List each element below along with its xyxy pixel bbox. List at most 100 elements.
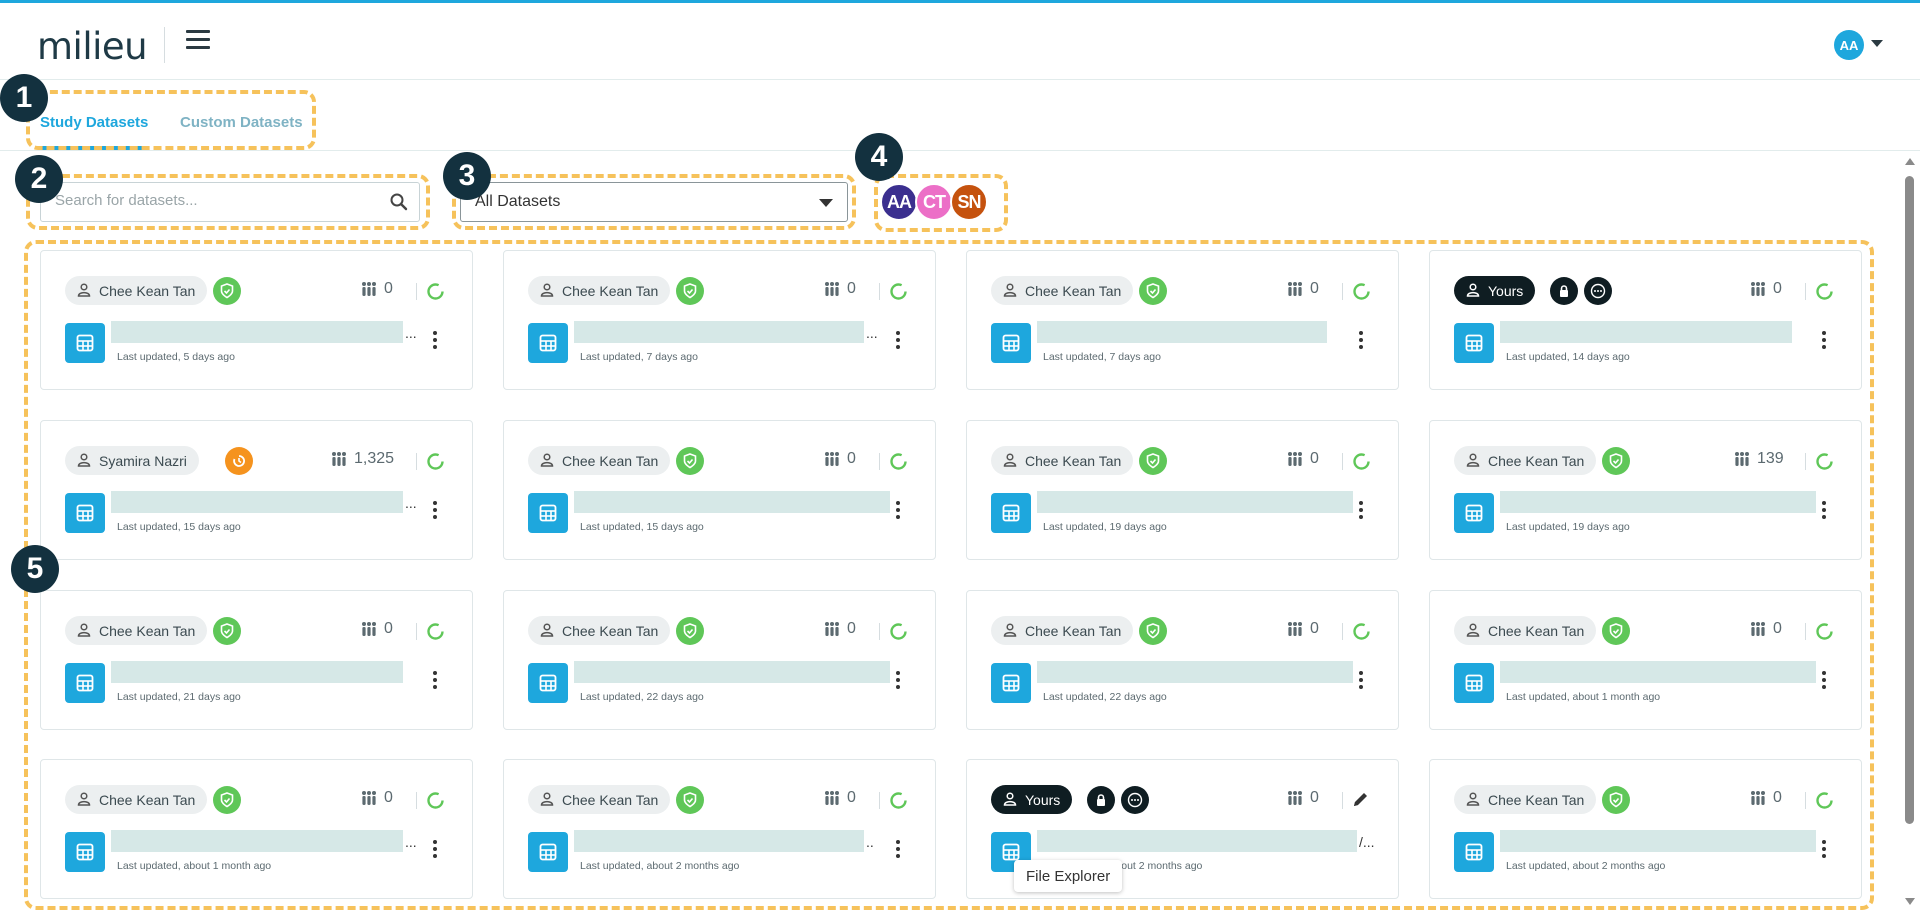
participant-count-value: 139 [1757,450,1784,467]
search-input[interactable] [55,192,375,209]
dataset-name-redacted[interactable] [574,321,864,343]
owner-name: Yours [1025,791,1061,808]
dataset-card[interactable]: Chee Kean Tan 0 Last updated, 22 days ago [503,590,936,730]
divider [1342,623,1343,640]
dataset-name-redacted[interactable] [1037,661,1353,683]
dataset-card[interactable]: Yours 0 Last updated, 14 days ago [1429,250,1862,390]
person-icon [1466,623,1480,637]
dataset-table-icon[interactable] [65,832,105,872]
dataset-name-redacted[interactable] [574,661,890,683]
more-options-icon[interactable] [894,331,902,353]
share-options-icon[interactable] [1584,277,1612,305]
more-options-icon[interactable] [1820,331,1828,353]
dataset-name-redacted[interactable] [1037,491,1353,513]
participant-count: 0 [360,280,393,298]
more-options-icon[interactable] [894,501,902,523]
tab-custom-datasets[interactable]: Custom Datasets [180,114,303,131]
more-options-icon[interactable] [431,331,439,353]
dataset-card[interactable]: Chee Kean Tan 0 Last updated, 7 days ago [966,250,1399,390]
dataset-name-redacted[interactable] [1500,661,1816,683]
collaborator-avatar[interactable]: AA [880,183,918,221]
dataset-name-redacted[interactable] [111,661,403,683]
dataset-table-icon[interactable] [1454,832,1494,872]
dataset-table-icon[interactable] [1454,323,1494,363]
dataset-table-icon[interactable] [528,323,568,363]
search-field[interactable] [40,182,420,222]
collaborator-avatar[interactable]: SN [950,183,988,221]
dataset-name-redacted[interactable] [574,491,890,513]
dataset-table-icon[interactable] [991,663,1031,703]
dataset-card[interactable]: Chee Kean Tan 0 Last updated, 19 days ago [966,420,1399,560]
more-options-icon[interactable] [1357,501,1365,523]
more-options-icon[interactable] [894,840,902,862]
chevron-down-icon[interactable] [1871,40,1883,47]
dataset-table-icon[interactable] [528,663,568,703]
more-options-icon[interactable] [1357,671,1365,693]
dataset-name-redacted[interactable] [111,491,403,513]
dataset-card[interactable]: Chee Kean Tan 0... Last updated, about 1 m… [40,759,473,899]
more-options-icon[interactable] [1357,331,1365,353]
dataset-name-redacted[interactable] [1037,830,1357,852]
sync-status-icon [426,282,445,301]
dataset-table-icon[interactable] [65,493,105,533]
dataset-table-icon[interactable] [991,323,1031,363]
dataset-name-redacted[interactable] [1500,321,1792,343]
dataset-name-redacted[interactable] [1037,321,1327,343]
menu-icon[interactable] [186,30,212,52]
divider [1342,792,1343,809]
owner-name: Chee Kean Tan [1488,622,1585,639]
dataset-card[interactable]: Syamira Nazri 1,325... Last updated, 15 da… [40,420,473,560]
dataset-name-redacted[interactable] [111,830,403,852]
dataset-card[interactable]: Chee Kean Tan 0 Last updated, 15 days ago [503,420,936,560]
scroll-up-arrow[interactable] [1905,158,1915,165]
verified-shield-icon [1139,447,1167,475]
more-options-icon[interactable] [894,671,902,693]
search-icon[interactable] [389,192,409,212]
dataset-name-redacted[interactable] [574,830,864,852]
scrollbar-thumb[interactable] [1905,176,1914,824]
owner-chip: Syamira Nazri [65,446,199,475]
participant-count-value: 1,325 [354,450,395,467]
dataset-card[interactable]: Chee Kean Tan 0... Last updated, 7 days ag… [503,250,936,390]
more-options-icon[interactable] [431,671,439,693]
more-options-icon[interactable] [1820,840,1828,862]
dataset-card[interactable]: Chee Kean Tan 0... Last updated, 5 days ag… [40,250,473,390]
dataset-card[interactable]: Chee Kean Tan 139 Last updated, 19 days ag… [1429,420,1862,560]
user-avatar[interactable]: AA [1834,30,1864,60]
scroll-down-arrow[interactable] [1905,898,1915,905]
dataset-table-icon[interactable] [65,663,105,703]
dataset-card[interactable]: Chee Kean Tan 0 Last updated, about 2 mont… [1429,759,1862,899]
dataset-table-icon[interactable] [65,323,105,363]
dataset-table-icon[interactable] [528,832,568,872]
dataset-name-redacted[interactable] [111,321,403,343]
dataset-table-icon[interactable] [1454,493,1494,533]
dataset-card[interactable]: Chee Kean Tan 0.. Last updated, about 2 mo… [503,759,936,899]
edit-pencil-icon[interactable] [1351,790,1370,809]
owner-name: Chee Kean Tan [1488,791,1585,808]
dataset-filter-select[interactable]: All Datasets [460,182,848,222]
more-options-icon[interactable] [431,840,439,862]
divider [1805,453,1806,470]
scrollbar[interactable] [1902,152,1916,911]
last-updated-text: Last updated, 22 days ago [580,691,704,703]
more-options-icon[interactable] [1820,501,1828,523]
more-options-icon[interactable] [431,501,439,523]
dataset-table-icon[interactable] [991,493,1031,533]
share-options-icon[interactable] [1121,786,1149,814]
more-options-icon[interactable] [1820,671,1828,693]
dataset-name-redacted[interactable] [1500,830,1816,852]
divider [1805,792,1806,809]
collaborator-avatar[interactable]: CT [915,183,953,221]
tab-study-datasets[interactable]: Study Datasets [40,114,149,131]
dataset-card[interactable]: Chee Kean Tan 0 Last updated, 22 days ago [966,590,1399,730]
lock-icon [1087,786,1115,814]
milieu-logo[interactable]: milieu [37,25,148,68]
dataset-table-icon[interactable] [528,493,568,533]
participant-count: 1,325 [330,450,394,468]
active-tab-indicator [40,146,148,150]
dataset-card[interactable]: Chee Kean Tan 0 Last updated, about 1 mont… [1429,590,1862,730]
dataset-table-icon[interactable] [1454,663,1494,703]
dataset-name-redacted[interactable] [1500,491,1816,513]
dataset-card[interactable]: Chee Kean Tan 0 Last updated, 21 days ago [40,590,473,730]
sync-status-icon [1352,622,1371,641]
